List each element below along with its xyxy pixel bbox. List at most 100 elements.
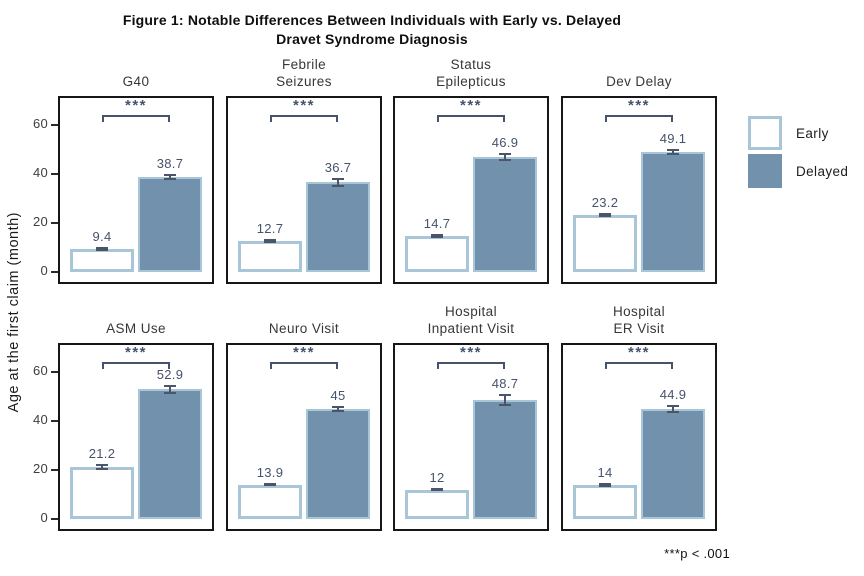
- significance-bracket: [270, 362, 338, 369]
- error-bar-line: [504, 393, 506, 406]
- panel-title-line: Hospital: [613, 304, 665, 319]
- error-bar-cap-bottom: [332, 409, 344, 412]
- value-label: 46.9: [491, 135, 519, 151]
- error-bar-cap-bottom: [667, 152, 679, 155]
- panel-title-line: Epilepticus: [436, 74, 506, 89]
- error-bar-cap-top: [499, 153, 511, 156]
- legend: Early Delayed: [748, 116, 848, 192]
- value-label: 12.7: [256, 220, 284, 236]
- panel-title: ASM Use: [58, 301, 214, 337]
- bar-delayed: [138, 177, 202, 272]
- bar-delayed: [641, 409, 705, 519]
- y-tick-label: 40: [32, 412, 48, 427]
- error-bar-line: [672, 148, 674, 155]
- y-tick-mark: [51, 469, 58, 471]
- panel-title-line: Status: [450, 57, 492, 72]
- legend-label: Early: [796, 125, 829, 141]
- error-bar-cap-bottom: [499, 403, 511, 406]
- y-tick-mark: [51, 518, 58, 520]
- bar-delayed: [641, 152, 705, 272]
- significance-bracket: [102, 115, 170, 122]
- panel-title: Status Epilepticus: [393, 54, 549, 90]
- error-bar-cap-bottom: [164, 178, 176, 181]
- y-tick-mark: [51, 271, 58, 273]
- panel-title-line: Dev Delay: [606, 74, 672, 89]
- significance-bracket: [605, 115, 673, 122]
- error-bar-cap-bottom: [431, 235, 443, 238]
- bar-early: [405, 236, 469, 272]
- significance-stars: ***: [459, 97, 482, 114]
- bar-early: [405, 490, 469, 519]
- value-label: 23.2: [591, 195, 619, 211]
- error-bar-line: [169, 384, 171, 395]
- y-tick-label: 60: [32, 116, 48, 131]
- error-bar-cap-top: [332, 405, 344, 408]
- bar-early: [573, 485, 637, 519]
- error-bar-cap-top: [264, 238, 276, 241]
- panel: 12.7 36.7 ***: [226, 96, 382, 284]
- value-label: 14.7: [423, 216, 451, 232]
- significance-stars: ***: [627, 97, 650, 114]
- error-bar-line: [169, 174, 171, 181]
- value-label: 21.2: [88, 446, 116, 462]
- value-label: 12: [429, 469, 445, 485]
- error-bar-cap-top: [96, 247, 108, 250]
- error-bar-line: [504, 153, 506, 161]
- y-tick-label: 0: [40, 263, 48, 278]
- panel-title-line: Febrile: [281, 57, 327, 72]
- bar-delayed: [473, 157, 537, 272]
- legend-item: Delayed: [748, 154, 848, 188]
- error-bar-line: [604, 482, 606, 487]
- value-label: 52.9: [156, 366, 184, 382]
- error-bar-cap-bottom: [164, 392, 176, 395]
- bar-delayed: [306, 409, 370, 519]
- panel-title: Neuro Visit: [226, 301, 382, 337]
- value-label: 48.7: [491, 375, 519, 391]
- panel: 12 48.7 ***: [393, 343, 549, 531]
- bar-early: [238, 485, 302, 519]
- value-label: 36.7: [324, 159, 352, 175]
- panel-title-line: ASM Use: [106, 321, 166, 336]
- value-label: 9.4: [92, 229, 112, 245]
- significance-stars: ***: [124, 344, 147, 361]
- significance-stars: ***: [459, 344, 482, 361]
- error-bar-cap-bottom: [332, 184, 344, 187]
- bar-delayed: [138, 389, 202, 519]
- panel-title-line: Neuro Visit: [268, 321, 340, 336]
- significance-bracket: [102, 362, 170, 369]
- error-bar-line: [337, 177, 339, 187]
- error-bar-cap-bottom: [667, 410, 679, 413]
- panel-title: Hospital Inpatient Visit: [393, 301, 549, 337]
- y-tick-mark: [51, 173, 58, 175]
- error-bar-cap-top: [431, 234, 443, 237]
- error-bar-line: [101, 464, 103, 470]
- figure-title-line2: Dravet Syndrome Diagnosis: [276, 31, 468, 47]
- panel-title-line: ER Visit: [613, 321, 665, 336]
- error-bar-cap-top: [164, 384, 176, 387]
- panel-title-line: Inpatient Visit: [427, 321, 515, 336]
- error-bar-cap-top: [96, 464, 108, 467]
- value-label: 13.9: [256, 465, 284, 481]
- error-bar-cap-top: [332, 177, 344, 180]
- error-bar-line: [337, 405, 339, 412]
- panel-title: Hospital ER Visit: [561, 301, 717, 337]
- error-bar-cap-top: [164, 174, 176, 177]
- panel-title-line: Hospital: [445, 304, 497, 319]
- value-label: 38.7: [156, 156, 184, 172]
- significance-bracket: [605, 362, 673, 369]
- bar-delayed: [306, 182, 370, 272]
- error-bar-cap-bottom: [599, 215, 611, 218]
- y-tick-label: 60: [32, 363, 48, 378]
- error-bar-cap-top: [599, 482, 611, 485]
- legend-item: Early: [748, 116, 848, 150]
- error-bar-cap-bottom: [264, 240, 276, 243]
- legend-label: Delayed: [796, 163, 849, 179]
- error-bar-cap-bottom: [431, 489, 443, 492]
- figure-title: Figure 1: Notable Differences Between In…: [0, 11, 744, 49]
- value-label: 49.1: [659, 130, 687, 146]
- significance-stars: ***: [292, 344, 315, 361]
- panel: 14 44.9 ***: [561, 343, 717, 531]
- y-tick-mark: [51, 420, 58, 422]
